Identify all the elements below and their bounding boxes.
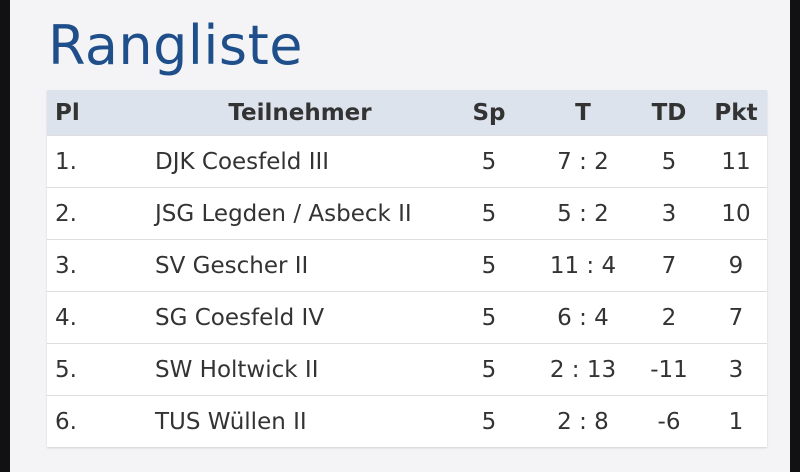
table-row: 2. JSG Legden / Asbeck II 5 5 : 2 3 10 bbox=[47, 187, 767, 240]
table-cell: 5. bbox=[47, 343, 155, 396]
table-cell: 10 bbox=[705, 187, 767, 240]
table-cell: 11 bbox=[705, 135, 767, 188]
column-header: Pl bbox=[47, 90, 155, 136]
table-cell: 11 : 4 bbox=[533, 239, 633, 292]
table-cell: 1 bbox=[705, 395, 767, 447]
ranking-table: Pl Teilnehmer Sp T TD Pkt 1. DJK Coesfeld III 5… bbox=[47, 90, 767, 447]
table-row: 5. SW Holtwick II 5 2 : 13 -11 3 bbox=[47, 343, 767, 396]
table-row: 1. DJK Coesfeld III 5 7 : 2 5 11 bbox=[47, 135, 767, 188]
table-cell: 5 : 2 bbox=[533, 187, 633, 240]
edge bbox=[0, 0, 10, 472]
table-cell: 5 bbox=[445, 291, 533, 344]
table-cell: 7 : 2 bbox=[533, 135, 633, 188]
table-cell: 3 bbox=[633, 187, 705, 240]
table-cell: 6 : 4 bbox=[533, 291, 633, 344]
table-cell: 2 : 8 bbox=[533, 395, 633, 447]
column-header: Teilnehmer bbox=[155, 90, 445, 136]
table-body: 1. DJK Coesfeld III 5 7 : 2 5 11 2. JSG Legden … bbox=[47, 135, 767, 447]
table-cell: SW Holtwick II bbox=[155, 343, 445, 396]
table-cell: 3. bbox=[47, 239, 155, 292]
table-row: 6. TUS Wüllen II 5 2 : 8 -6 1 bbox=[47, 395, 767, 447]
table-cell: SG Coesfeld IV bbox=[155, 291, 445, 344]
table-cell: 5 bbox=[445, 239, 533, 292]
column-header: T bbox=[533, 90, 633, 136]
table-cell: -6 bbox=[633, 395, 705, 447]
table-cell: 5 bbox=[445, 187, 533, 240]
table-cell: 2. bbox=[47, 187, 155, 240]
column-header: TD bbox=[633, 90, 705, 136]
table-cell: 2 : 13 bbox=[533, 343, 633, 396]
table-cell: 6. bbox=[47, 395, 155, 447]
column-header: Pkt bbox=[705, 90, 767, 136]
table-cell: 5 bbox=[445, 135, 533, 188]
table-cell: JSG Legden / Asbeck II bbox=[155, 187, 445, 240]
table-cell: 2 bbox=[633, 291, 705, 344]
table-cell: 5 bbox=[445, 395, 533, 447]
column-header: Sp bbox=[445, 90, 533, 136]
table-cell: SV Gescher II bbox=[155, 239, 445, 292]
table-cell: 1. bbox=[47, 135, 155, 188]
table-cell: 5 bbox=[633, 135, 705, 188]
table-cell: 9 bbox=[705, 239, 767, 292]
table-cell: 7 bbox=[705, 291, 767, 344]
table-cell: TUS Wüllen II bbox=[155, 395, 445, 447]
table-cell: 4. bbox=[47, 291, 155, 344]
table-cell: DJK Coesfeld III bbox=[155, 135, 445, 188]
table-cell: 3 bbox=[705, 343, 767, 396]
page-title: Rangliste bbox=[48, 14, 303, 77]
table-cell: -11 bbox=[633, 343, 705, 396]
table-cell: 7 bbox=[633, 239, 705, 292]
header-row: Pl Teilnehmer Sp T TD Pkt bbox=[47, 90, 767, 136]
edge bbox=[790, 0, 800, 472]
table-cell: 5 bbox=[445, 343, 533, 396]
